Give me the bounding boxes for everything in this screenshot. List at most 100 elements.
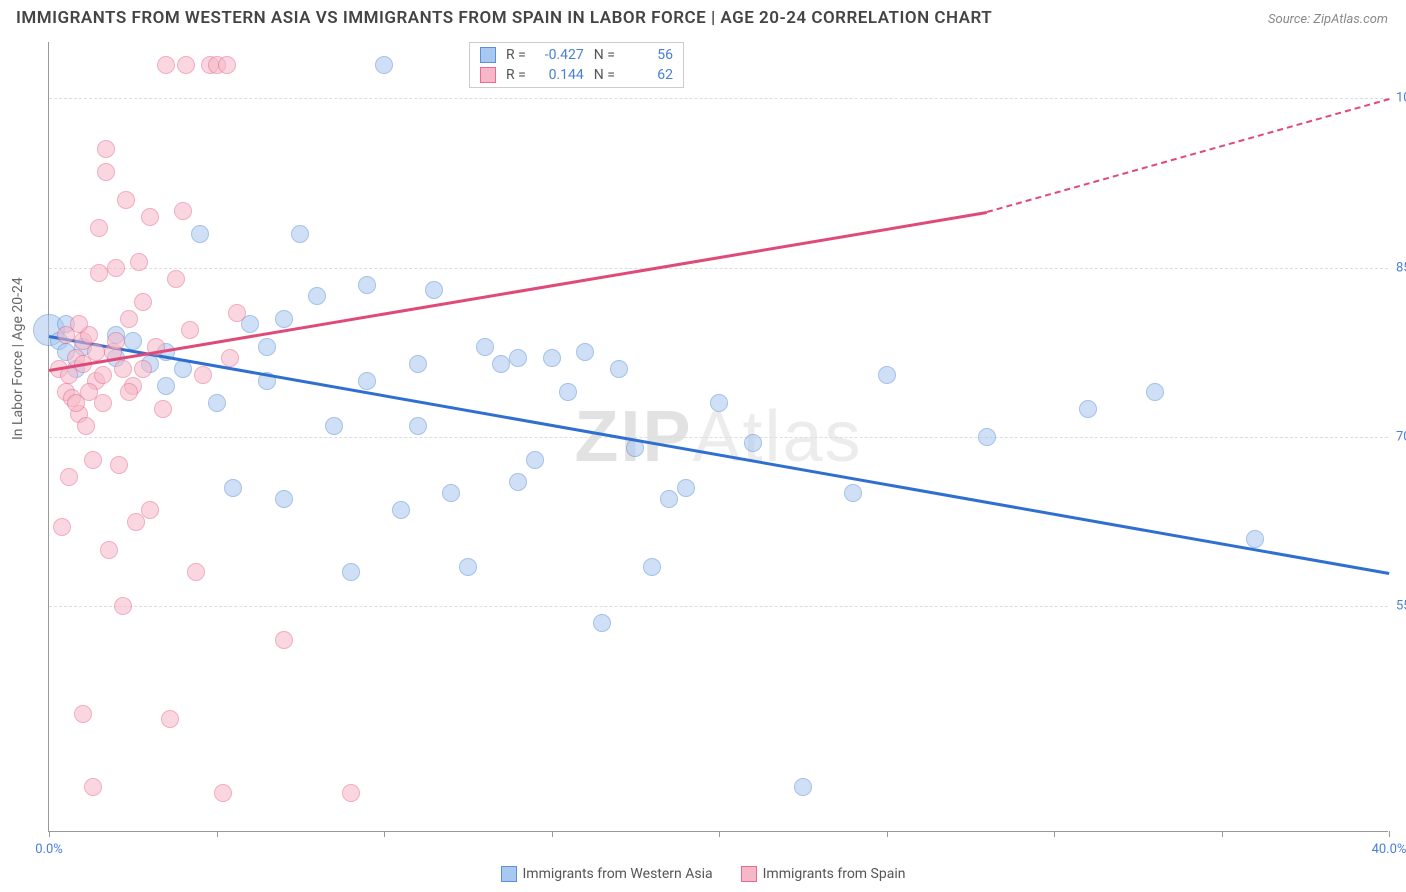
scatter-point: [107, 259, 125, 277]
scatter-point: [325, 417, 343, 435]
scatter-point: [218, 56, 236, 74]
legend-label: Immigrants from Spain: [763, 866, 906, 882]
scatter-point: [794, 778, 812, 796]
scatter-point: [643, 558, 661, 576]
scatter-point: [187, 563, 205, 581]
source-attribution: Source: ZipAtlas.com: [1268, 12, 1388, 27]
scatter-point: [100, 541, 118, 559]
x-tick: [719, 831, 720, 837]
scatter-point: [167, 270, 185, 288]
scatter-point: [358, 276, 376, 294]
scatter-point: [224, 479, 242, 497]
scatter-point: [191, 225, 209, 243]
scatter-point: [57, 326, 75, 344]
scatter-point: [120, 383, 138, 401]
scatter-point: [978, 428, 996, 446]
x-tick: [552, 831, 553, 837]
scatter-point: [114, 360, 132, 378]
x-tick: [1389, 831, 1390, 837]
scatter-point: [53, 518, 71, 536]
x-tick: [887, 831, 888, 837]
scatter-point: [459, 558, 477, 576]
scatter-point: [409, 417, 427, 435]
scatter-point: [84, 778, 102, 796]
scatter-point: [509, 473, 527, 491]
scatter-point: [120, 310, 138, 328]
legend-swatch: [741, 866, 757, 882]
legend-row: R =-0.427N =56: [470, 45, 683, 65]
legend-label: Immigrants from Western Asia: [523, 866, 713, 882]
legend-row: R =0.144N =62: [470, 65, 683, 85]
scatter-point: [342, 563, 360, 581]
x-tick: [217, 831, 218, 837]
scatter-point: [1146, 383, 1164, 401]
scatter-point: [221, 349, 239, 367]
scatter-point: [228, 304, 246, 322]
scatter-point: [660, 490, 678, 508]
legend-item: Immigrants from Spain: [741, 866, 906, 882]
trend-line: [49, 335, 1389, 574]
legend-swatch: [480, 67, 496, 83]
scatter-point: [1246, 530, 1264, 548]
scatter-point: [130, 253, 148, 271]
scatter-point: [442, 484, 460, 502]
scatter-point: [576, 343, 594, 361]
scatter-point: [610, 360, 628, 378]
scatter-point: [559, 383, 577, 401]
scatter-point: [744, 434, 762, 452]
scatter-point: [409, 355, 427, 373]
stat-n-label: N =: [594, 47, 615, 63]
scatter-point: [258, 338, 276, 356]
correlation-legend: R =-0.427N =56R =0.144N =62: [469, 42, 684, 88]
scatter-point: [77, 417, 95, 435]
scatter-point: [154, 400, 172, 418]
scatter-point: [392, 501, 410, 519]
scatter-point: [476, 338, 494, 356]
scatter-point: [174, 202, 192, 220]
scatter-point: [194, 366, 212, 384]
scatter-point: [157, 56, 175, 74]
stat-r-value: 0.144: [532, 67, 584, 83]
scatter-point: [291, 225, 309, 243]
scatter-point: [174, 360, 192, 378]
scatter-point: [94, 366, 112, 384]
scatter-point: [67, 394, 85, 412]
scatter-point: [97, 140, 115, 158]
scatter-point: [107, 332, 125, 350]
trend-line: [49, 211, 987, 371]
x-tick-label: 40.0%: [1372, 842, 1406, 857]
gridline: [49, 268, 1388, 269]
y-tick-label: 85.0%: [1396, 260, 1406, 275]
scatter-point: [141, 208, 159, 226]
x-tick: [1222, 831, 1223, 837]
scatter-point: [90, 264, 108, 282]
stat-n-label: N =: [594, 67, 615, 83]
scatter-point: [358, 372, 376, 390]
scatter-point: [1079, 400, 1097, 418]
scatter-point: [97, 163, 115, 181]
scatter-point: [141, 501, 159, 519]
gridline: [49, 437, 1388, 438]
scatter-point: [677, 479, 695, 497]
trend-line-dashed: [987, 98, 1390, 213]
scatter-point: [134, 360, 152, 378]
scatter-point: [375, 56, 393, 74]
scatter-point: [157, 377, 175, 395]
gridline: [49, 606, 1388, 607]
scatter-point: [526, 451, 544, 469]
scatter-point: [275, 490, 293, 508]
chart-title: IMMIGRANTS FROM WESTERN ASIA VS IMMIGRAN…: [16, 8, 992, 28]
scatter-point: [492, 355, 510, 373]
y-tick-label: 100.0%: [1396, 91, 1406, 106]
legend-item: Immigrants from Western Asia: [501, 866, 713, 882]
scatter-point: [110, 456, 128, 474]
x-tick: [1054, 831, 1055, 837]
scatter-point: [543, 349, 561, 367]
stat-n-value: 56: [621, 47, 673, 63]
scatter-point: [208, 394, 226, 412]
scatter-point: [275, 631, 293, 649]
scatter-point: [84, 451, 102, 469]
scatter-point: [117, 191, 135, 209]
chart-plot-area: ZIPAtlas R =-0.427N =56R =0.144N =62 55.…: [48, 42, 1388, 832]
scatter-point: [308, 287, 326, 305]
